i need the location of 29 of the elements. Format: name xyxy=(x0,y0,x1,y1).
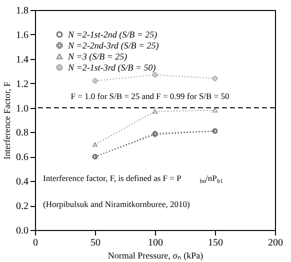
x-tick-label: 150 xyxy=(208,238,223,248)
y-tick-label: 0.4 xyxy=(16,176,28,188)
y-tick-label: 1.2 xyxy=(16,78,28,90)
point xyxy=(92,78,98,84)
x-axis-title: Normal Pressure, σₙ (kPa) xyxy=(108,250,204,260)
legend-label: N =2-2nd-3rd (S/B = 25) xyxy=(67,40,159,50)
y-tick-label: 1.8 xyxy=(16,6,28,16)
y-tick-label: 0.0 xyxy=(16,226,28,236)
point xyxy=(212,76,218,82)
y-tick-label: 1.6 xyxy=(16,30,28,41)
point xyxy=(212,108,218,113)
x-tick-label: 100 xyxy=(148,238,163,248)
annotation: (Horpibulsuk and Niramitkornburee, 2010) xyxy=(43,199,190,209)
y-tick-label: 0.8 xyxy=(16,128,28,139)
point xyxy=(92,142,98,147)
legend-label: N =2-1st-3rd (S/B = 50) xyxy=(67,62,156,72)
y-tick-label: 0.2 xyxy=(16,201,28,212)
ref-line-label: F = 1.0 for S/B = 25 and F = 0.99 for S/B = 50 xyxy=(70,90,230,101)
x-tick-label: 200 xyxy=(268,238,283,248)
x-tick-label: 50 xyxy=(90,238,100,248)
x-tick-label: 0 xyxy=(33,238,38,248)
point xyxy=(152,72,158,78)
y-tick-label: 0.6 xyxy=(16,152,28,164)
y-axis-title: Interference Factor, F xyxy=(2,82,12,160)
point xyxy=(152,109,158,114)
y-tick-label: 1.0 xyxy=(16,103,28,114)
y-tick-label: 1.4 xyxy=(16,54,28,66)
legend-label: N =2-1st-2nd (S/B = 25) xyxy=(67,30,158,40)
legend-label: N =3 (S/B = 25) xyxy=(67,52,128,62)
